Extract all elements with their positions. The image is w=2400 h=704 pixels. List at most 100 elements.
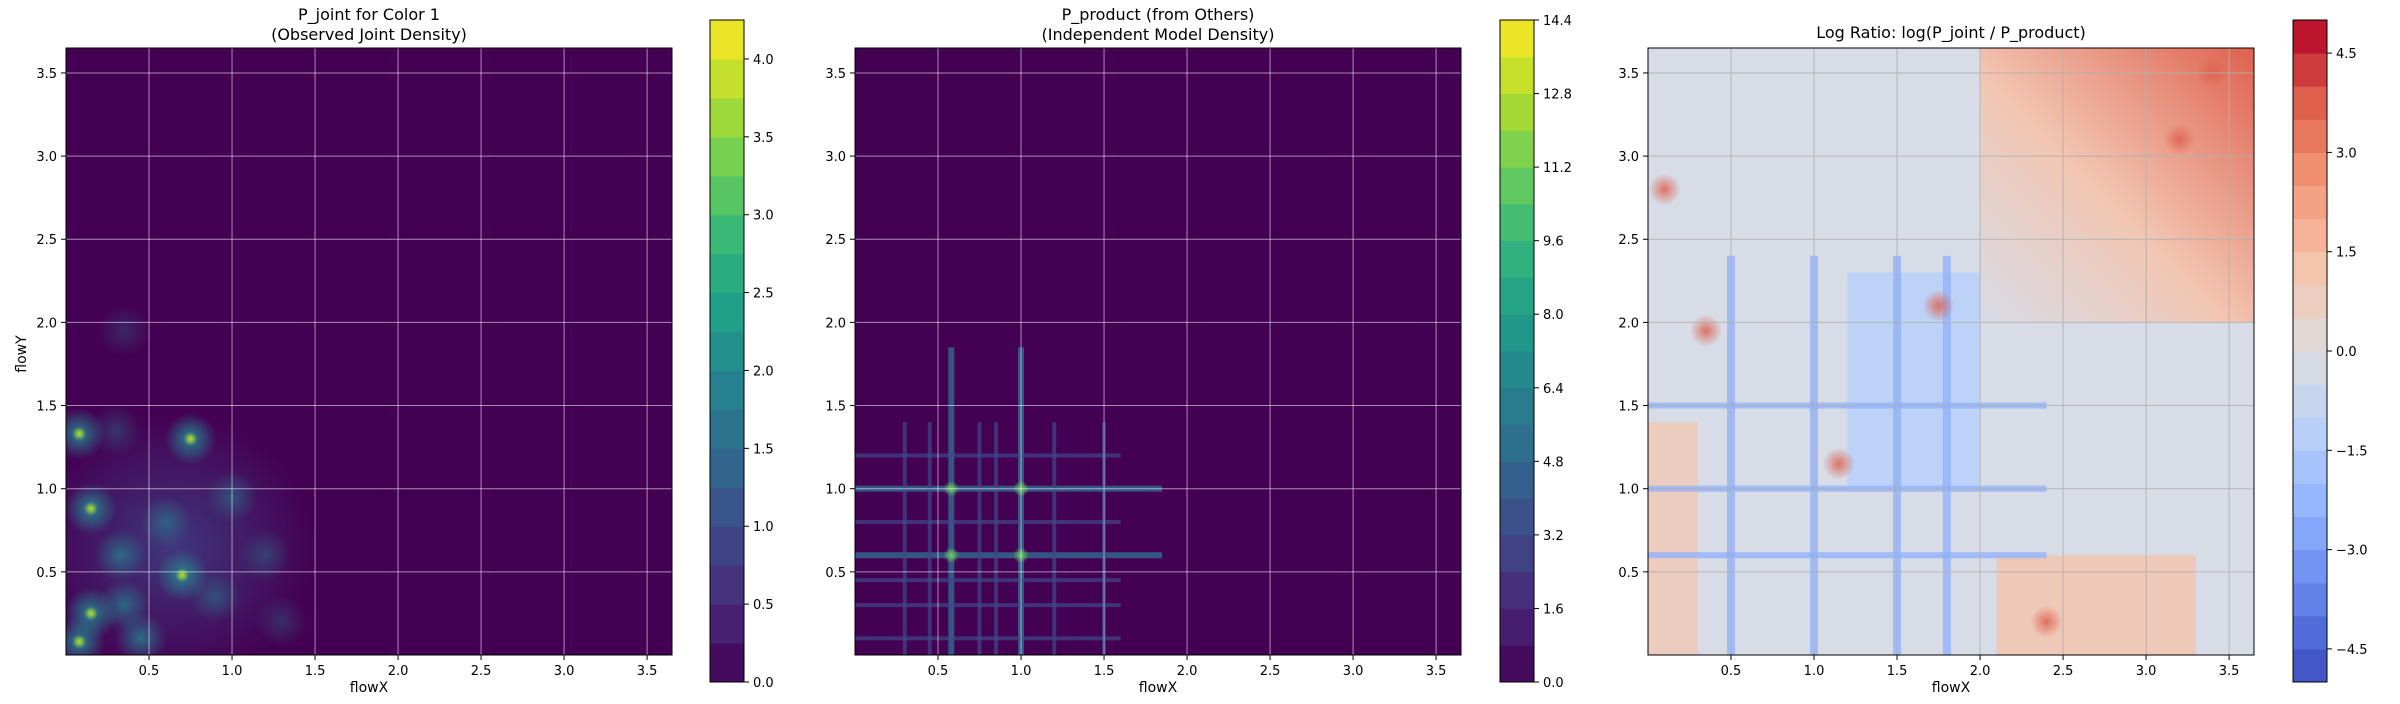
- panel-1-x-tick-label: 3.5: [637, 664, 658, 679]
- panel-1-frame: [65, 47, 673, 656]
- panel-1-x-tick-label: 1.5: [305, 664, 326, 679]
- panel-1-x-tick-label: 3.0: [554, 664, 575, 679]
- colorbar-1-tick-label: 1.0: [753, 520, 774, 535]
- density-hotspot: [114, 612, 167, 655]
- colorbar-3-level: [2293, 549, 2327, 584]
- positive-hotspot: [2163, 123, 2196, 156]
- product-stripe-faint: [1052, 422, 1057, 655]
- panel-2-x-tick-label: 3.0: [1343, 664, 1364, 679]
- positive-hotspot: [1690, 314, 1723, 347]
- colorbar-3-tick-label: 4.5: [2336, 47, 2357, 62]
- panel-3-y-tick-label: 1.0: [1618, 483, 1639, 498]
- colorbar-3-tick-label: −1.5: [2336, 444, 2368, 459]
- panel-3-y-tick-label: 2.5: [1618, 233, 1639, 248]
- positive-region: [1980, 48, 2254, 323]
- panel-3-y-tick-label: 1.5: [1618, 400, 1639, 415]
- panel-joint: P_joint for Color 1 (Observed Joint Dens…: [14, 5, 774, 696]
- panel-1-y-tick-label: 1.5: [36, 400, 57, 415]
- colorbar-1-level: [710, 331, 744, 371]
- colorbar-1-level: [710, 487, 744, 527]
- panel-2-x-tick-label: 3.5: [1426, 664, 1447, 679]
- positive-region: [1648, 422, 1698, 655]
- panel-3-y-tick-label: 0.5: [1618, 566, 1639, 581]
- colorbar-2-level: [1500, 56, 1534, 95]
- colorbar-2-tick-label: 8.0: [1543, 308, 1564, 323]
- panel-2-y-tick-label: 1.0: [825, 483, 846, 498]
- density-hotspot: [89, 404, 142, 457]
- colorbar-3-level: [2293, 20, 2327, 54]
- colorbar-2-tick-label: 6.4: [1543, 382, 1564, 397]
- panel-2-title-line-2: (Independent Model Density): [1042, 25, 1275, 44]
- colorbar-1-tick-label: 1.5: [753, 442, 774, 457]
- colorbar-2-level: [1500, 424, 1534, 462]
- panel-2-x-tick-label: 1.5: [1094, 664, 1115, 679]
- panel-3-title: Log Ratio: log(P_joint / P_product): [1816, 23, 2086, 43]
- panel-2-colorbar: 0.0 1.6 3.2 4.8 6.4 8.0 9.6 11.2 12.8 14.4: [1499, 14, 1572, 691]
- colorbar-2-tick-label: 9.6: [1543, 235, 1564, 250]
- colorbar-3-tick-label: 1.5: [2336, 246, 2357, 261]
- colorbar-1-level: [710, 58, 744, 99]
- panel-1-y-tick-label: 1.0: [36, 483, 57, 498]
- panel-1-y-tick-label: 3.0: [36, 150, 57, 165]
- negative-stripe-vertical: [1942, 255, 1951, 655]
- panel-2-y-tick-label: 1.5: [825, 400, 846, 415]
- colorbar-2-tick-label: 3.2: [1543, 529, 1564, 544]
- colorbar-2-tick-label: 4.8: [1543, 455, 1564, 470]
- panel-1-y-tick-label: 0.5: [36, 566, 57, 581]
- colorbar-1-level: [710, 448, 744, 488]
- panel-2-x-tick-label: 1.0: [1011, 664, 1032, 679]
- colorbar-1-level: [710, 20, 744, 60]
- panel-3-x-tick-label: 3.0: [2136, 664, 2157, 679]
- colorbar-1-level: [710, 565, 744, 605]
- colorbar-2-level: [1500, 461, 1534, 499]
- colorbar-2-level: [1500, 387, 1534, 426]
- colorbar-1-tick-label: 2.0: [753, 364, 774, 379]
- colorbar-1-tick-label: 0.0: [753, 676, 774, 691]
- colorbar-2-frame: [1499, 19, 1535, 683]
- colorbar-3-level: [2293, 152, 2327, 186]
- colorbar-3-level: [2293, 648, 2327, 683]
- panel-1-x-tick-label: 1.0: [222, 664, 243, 679]
- colorbar-2-level: [1500, 571, 1534, 609]
- panel-2-frame: [854, 47, 1462, 656]
- colorbar-1-tick-label: 4.0: [753, 53, 774, 68]
- product-stripe-vertical: [948, 347, 955, 655]
- panel-1-x-tick-label: 0.5: [139, 664, 160, 679]
- panel-3-y-tick-label: 2.0: [1618, 316, 1639, 331]
- negative-region: [1847, 272, 1981, 489]
- colorbar-2-level: [1500, 203, 1534, 242]
- panel-2-title-line-1: P_product (from Others): [1062, 5, 1255, 25]
- colorbar-1-level: [710, 292, 744, 333]
- panel-3-x-tick-label: 0.5: [1721, 664, 1742, 679]
- colorbar-1-level: [710, 526, 744, 566]
- colorbar-3-level: [2293, 615, 2327, 650]
- colorbar-3-level: [2293, 119, 2327, 153]
- colorbar-2-level: [1500, 351, 1534, 389]
- panel-2-x-tick-label: 2.5: [1260, 664, 1281, 679]
- colorbar-1-frame: [709, 19, 745, 683]
- colorbar-1-level: [710, 214, 744, 255]
- density-peak: [83, 501, 98, 516]
- colorbar-2-level: [1500, 314, 1534, 352]
- panel-product: P_product (from Others) (Independent Mod…: [825, 5, 1572, 696]
- panel-3-plot-area: 0.5 1.0 1.5 2.0 2.5 3.0 3.5 0.5 1.0 1.5 2.0 2.5 3.0 3…: [1618, 47, 2255, 679]
- colorbar-1-level: [710, 175, 744, 216]
- panel-3-colorbar: −4.5 −3.0 −1.5 0.0 1.5 3.0 4.5: [2292, 19, 2368, 683]
- colorbar-3-level: [2293, 218, 2327, 253]
- panel-3-x-tick-label: 1.0: [1804, 664, 1825, 679]
- product-stripe-horizontal: [855, 552, 1163, 559]
- colorbar-1-level: [710, 97, 744, 138]
- colorbar-3-level: [2293, 251, 2327, 286]
- product-stripe-faint: [902, 422, 907, 655]
- panel-2-plot-area: 0.5 1.0 1.5 2.0 2.5 3.0 3.5 0.5 1.0 1.5 2.0 2.5 3.0 3…: [825, 47, 1462, 679]
- colorbar-2-level: [1500, 93, 1534, 131]
- density-peak: [72, 426, 87, 441]
- colorbar-2-level: [1500, 277, 1534, 315]
- positive-hotspot: [1648, 173, 1681, 206]
- panel-1-colorbar: 0.0 0.5 1.0 1.5 2.0 2.5 3.0 3.5 4.0: [709, 19, 774, 691]
- density-hotspot: [98, 304, 151, 357]
- colorbar-2-tick-label: 14.4: [1543, 14, 1572, 29]
- product-peak: [943, 547, 960, 564]
